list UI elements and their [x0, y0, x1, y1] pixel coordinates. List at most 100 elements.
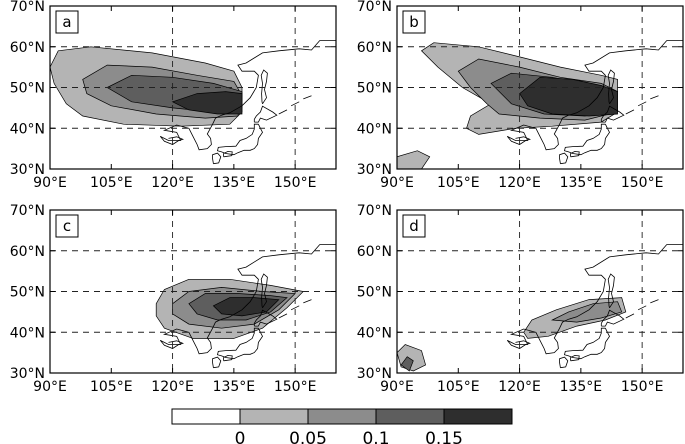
- coastline: [607, 273, 615, 309]
- coastline: [570, 151, 580, 158]
- coastline: [212, 356, 222, 369]
- coastline: [217, 123, 263, 156]
- coastline: [559, 152, 569, 165]
- coastline: [564, 123, 610, 156]
- colorbar-label: 0.05: [289, 429, 327, 444]
- shading-level-4: [519, 76, 618, 117]
- colorbar: 0 0.05 0.1 0.15: [171, 408, 513, 444]
- panel-label-box: [402, 214, 426, 238]
- lat-tick-label: 40°N: [357, 325, 392, 341]
- lat-tick-label: 70°N: [10, 203, 45, 219]
- coastline: [159, 340, 185, 349]
- panel-d: 70°N 60°N 50°N 40°N 30°N90°E 105°E 120°E 135°E 1…: [357, 203, 684, 395]
- panel-label: a: [62, 13, 71, 31]
- lon-tick-label: 135°E: [560, 175, 603, 191]
- lat-tick-label: 70°N: [10, 0, 45, 15]
- coastline: [650, 95, 659, 100]
- lon-tick-label: 90°E: [380, 175, 414, 191]
- lon-tick-label: 120°E: [498, 379, 541, 395]
- coastline: [303, 299, 312, 304]
- shading-level-1: [397, 150, 431, 169]
- lat-tick-label: 40°N: [357, 121, 392, 137]
- lon-tick-label: 135°E: [213, 379, 256, 395]
- coastline: [260, 273, 268, 309]
- coastline: [160, 40, 336, 151]
- colorbar-swatch: [239, 408, 309, 425]
- lat-tick-label: 40°N: [10, 325, 45, 341]
- panel-label-box: [55, 10, 79, 34]
- colorbar-label: 0: [235, 429, 246, 444]
- lon-tick-label: 150°E: [621, 379, 664, 395]
- colorbar-swatch: [171, 408, 241, 425]
- colorbar-swatch: [375, 408, 445, 425]
- shading-level-2: [551, 301, 623, 323]
- coastline: [564, 327, 610, 360]
- colorbar-swatch: [443, 408, 513, 425]
- lat-tick-label: 30°N: [357, 366, 392, 382]
- coastline: [607, 69, 615, 105]
- coastline: [303, 95, 312, 100]
- lon-tick-label: 90°E: [380, 379, 414, 395]
- panel-a: 70°N 60°N 50°N 40°N 30°N90°E 105°E 120°E 135°E 1…: [10, 0, 337, 191]
- lon-tick-label: 105°E: [437, 379, 480, 395]
- coastline: [212, 152, 222, 165]
- lon-tick-label: 120°E: [151, 175, 194, 191]
- coastline: [159, 136, 185, 145]
- panel-b: 70°N 60°N 50°N 40°N 30°N90°E 105°E 120°E 135°E 1…: [357, 0, 684, 191]
- lon-tick-label: 120°E: [151, 379, 194, 395]
- coastline: [160, 244, 336, 355]
- lat-tick-label: 50°N: [10, 285, 45, 301]
- lon-tick-label: 135°E: [560, 379, 603, 395]
- coastline: [253, 105, 278, 123]
- colorbar-swatch: [307, 408, 377, 425]
- lat-tick-label: 50°N: [10, 81, 45, 97]
- lon-tick-label: 120°E: [498, 175, 541, 191]
- lat-tick-label: 30°N: [357, 162, 392, 178]
- lat-tick-label: 40°N: [10, 121, 45, 137]
- shading-level-4: [171, 91, 243, 115]
- coastline: [625, 313, 635, 319]
- lon-tick-label: 105°E: [90, 379, 133, 395]
- coastline: [223, 151, 233, 158]
- coastline: [506, 136, 532, 145]
- lat-tick-label: 60°N: [10, 244, 45, 260]
- panel-label-box: [55, 214, 79, 238]
- lon-tick-label: 150°E: [621, 175, 664, 191]
- lat-tick-label: 60°N: [357, 244, 392, 260]
- coastline: [290, 101, 300, 107]
- coastline: [507, 40, 683, 151]
- lon-tick-label: 150°E: [274, 175, 317, 191]
- lat-tick-label: 60°N: [10, 40, 45, 56]
- lon-tick-label: 150°E: [274, 379, 317, 395]
- lat-tick-label: 50°N: [357, 81, 392, 97]
- coastline: [600, 309, 625, 327]
- coastline: [278, 313, 288, 319]
- lon-tick-label: 90°E: [33, 175, 67, 191]
- lat-tick-label: 60°N: [357, 40, 392, 56]
- coastline: [570, 355, 580, 362]
- lon-tick-label: 105°E: [90, 175, 133, 191]
- coastline: [290, 305, 300, 311]
- coastline: [650, 299, 659, 304]
- lat-tick-label: 30°N: [10, 162, 45, 178]
- coastline: [559, 356, 569, 369]
- coastline: [637, 305, 647, 311]
- lon-tick-label: 135°E: [213, 175, 256, 191]
- lon-tick-label: 105°E: [437, 175, 480, 191]
- coastline: [253, 309, 278, 327]
- lat-tick-label: 70°N: [357, 0, 392, 15]
- panel-label: b: [409, 13, 419, 31]
- shading-level-3: [400, 356, 414, 372]
- lat-tick-label: 30°N: [10, 366, 45, 382]
- lon-tick-label: 90°E: [33, 379, 67, 395]
- colorbar-label: 0.15: [425, 429, 463, 444]
- lat-tick-label: 70°N: [357, 203, 392, 219]
- coastline: [223, 355, 233, 362]
- coastline: [625, 109, 635, 115]
- coastline: [278, 109, 288, 115]
- coastline: [507, 244, 683, 355]
- coastline: [217, 327, 263, 360]
- coastline: [506, 340, 532, 349]
- panel-c: 70°N 60°N 50°N 40°N 30°N90°E 105°E 120°E 135°E 1…: [10, 203, 337, 395]
